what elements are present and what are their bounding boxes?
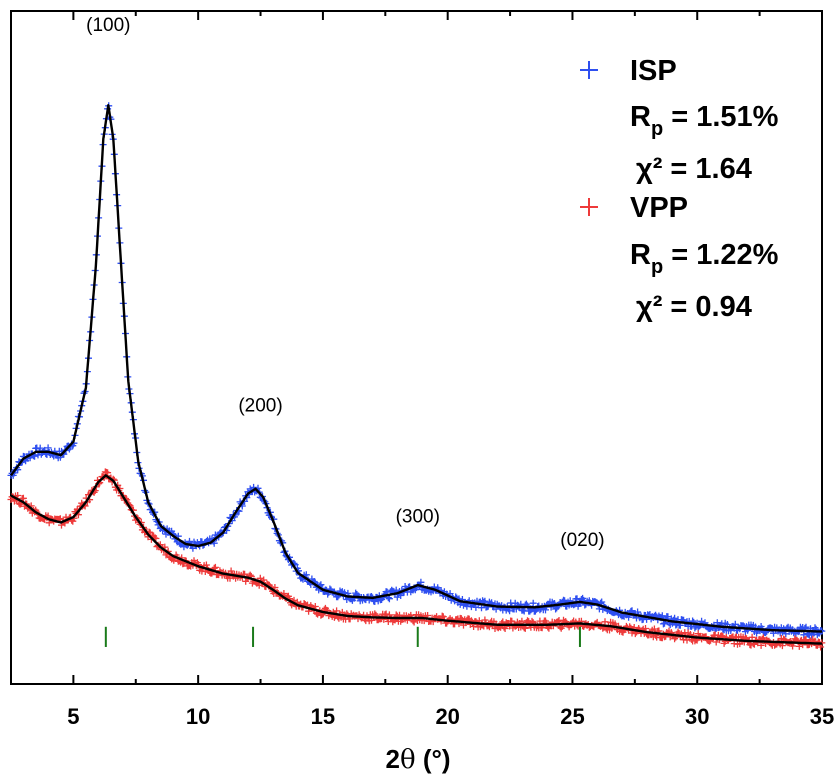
legend-marker-vpp [580, 198, 598, 216]
legend: ISP Rp = 1.51% χ² = 1.64 VPP Rp = 1.22% … [580, 55, 779, 323]
legend-entry-vpp: VPP Rp = 1.22% χ² = 0.94 [580, 192, 779, 323]
data-layer [7, 102, 826, 651]
legend-entry-isp: ISP Rp = 1.51% χ² = 1.64 [580, 55, 779, 185]
reflection-ticks [104, 626, 581, 647]
x-tick-label: 15 [311, 704, 335, 729]
series-fit-isp [10, 104, 822, 633]
peak-label: (100) [86, 15, 130, 36]
legend-chi-vpp: χ² = 0.94 [636, 291, 752, 323]
legend-label-isp: ISP [630, 55, 677, 87]
legend-marker-isp [580, 61, 598, 79]
plot-frame [10, 10, 823, 685]
legend-chi-isp: χ² = 1.64 [636, 153, 752, 185]
peak-label: (300) [396, 506, 440, 527]
x-tick-label: 30 [685, 704, 709, 729]
x-tick-label: 35 [810, 704, 834, 729]
legend-rp-isp: Rp = 1.51% [630, 101, 779, 140]
x-tick-label: 20 [435, 704, 459, 729]
peak-label: (200) [238, 395, 282, 416]
x-axis-title: 2θ (°) [385, 744, 450, 775]
x-tick-label: 25 [560, 704, 584, 729]
x-tick-label: 5 [67, 704, 79, 729]
peak-labels: (100) (200) (300) (020) [86, 15, 604, 551]
peak-label: (020) [560, 530, 604, 551]
x-tick-label: 10 [186, 704, 210, 729]
x-axis: 5 10 15 20 25 30 35 [10, 11, 834, 729]
series-fit-vpp [10, 474, 822, 645]
legend-rp-vpp: Rp = 1.22% [630, 239, 779, 278]
legend-label-vpp: VPP [630, 192, 688, 224]
